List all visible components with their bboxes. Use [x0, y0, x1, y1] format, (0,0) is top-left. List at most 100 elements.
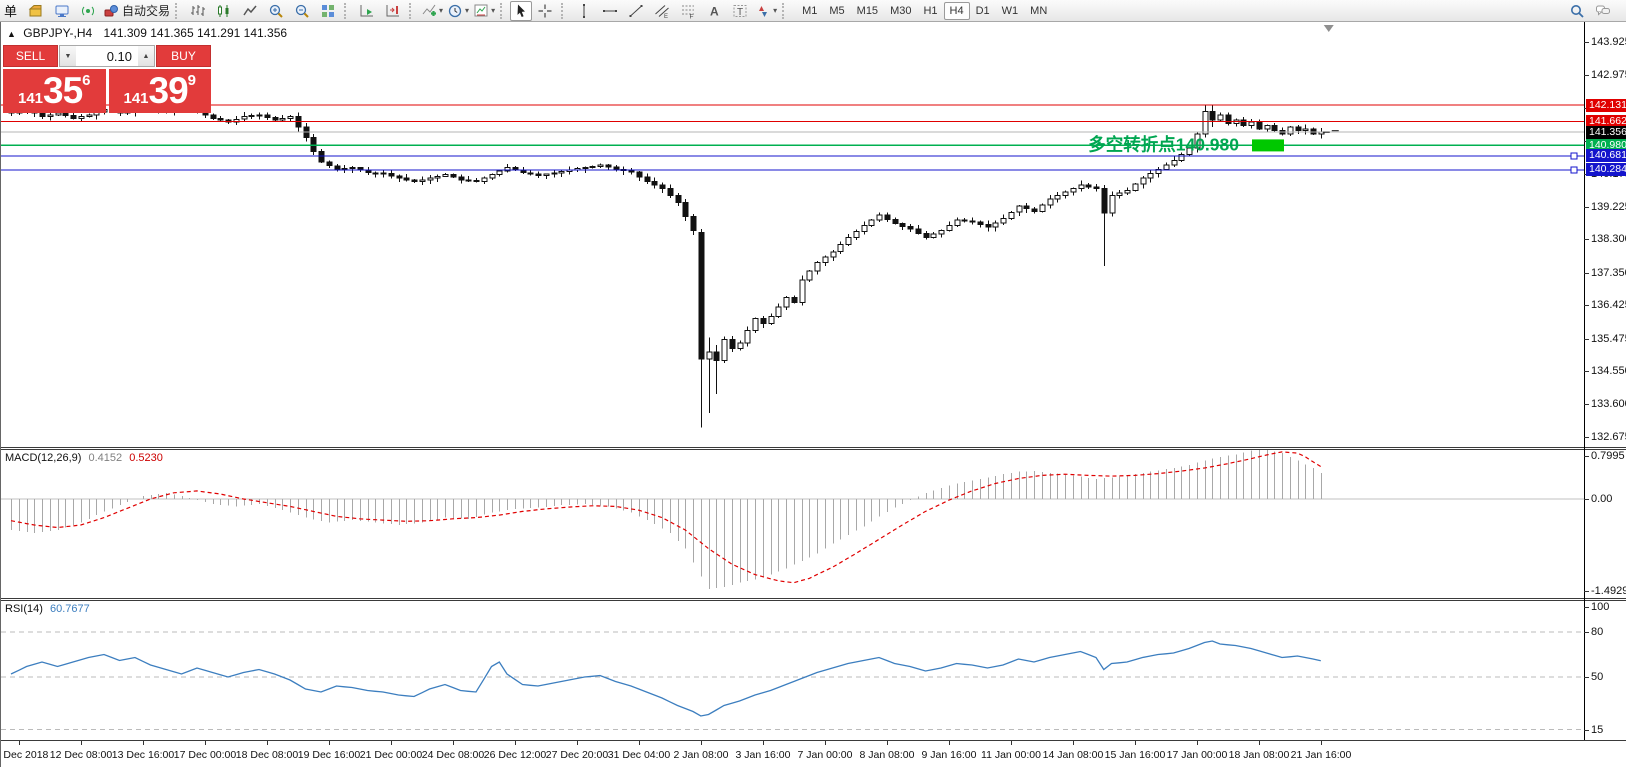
timeframe-m5-button[interactable]: M5 — [829, 4, 845, 17]
timeframe-w1-button[interactable]: W1 — [1001, 4, 1019, 17]
sell-price-small: 141 — [17, 90, 44, 107]
timeframe-h4-button[interactable]: H4 — [943, 1, 970, 20]
toolbar-left-group: 自动交易 ▾ ▾ ▾ E F A T ▾ — [23, 0, 792, 21]
volume-input[interactable]: 0.10 — [106, 49, 132, 64]
rsi-pane-canvas[interactable] — [1, 601, 1584, 740]
auto-scroll-button[interactable] — [354, 1, 380, 21]
time-axis-label: 8 Jan 08:00 — [859, 749, 915, 761]
chart-header: ▲ GBPJPY-,H4 141.309 141.365 141.291 141… — [7, 26, 287, 40]
annotation-text[interactable]: 多空转折点140.980 — [1088, 134, 1239, 154]
price-tick-mark — [1584, 42, 1589, 43]
price-tick-label: 142.975 — [1591, 69, 1626, 81]
text-label-button[interactable]: T — [727, 1, 753, 21]
macd-pane-canvas[interactable] — [1, 450, 1584, 597]
equidistant-channel-button[interactable]: E — [649, 1, 675, 21]
sell-button[interactable]: SELL — [3, 45, 58, 67]
rsi-tick-mark — [1584, 607, 1589, 608]
cursor-button[interactable] — [510, 0, 533, 21]
text-button[interactable]: A — [701, 1, 727, 21]
line-handle[interactable] — [1570, 152, 1578, 160]
chart-bars-button[interactable] — [185, 1, 211, 21]
sell-price-box[interactable]: 141 35 6 — [3, 69, 106, 113]
pane-separator[interactable] — [1, 598, 1626, 599]
fibo-icon: F — [682, 5, 695, 19]
periods-button[interactable]: ▾ — [445, 1, 471, 21]
indicators-button[interactable]: ▾ — [419, 1, 445, 21]
time-axis-label: 9 Jan 16:00 — [921, 749, 977, 761]
sell-price-big: 35 — [43, 70, 83, 111]
collapse-arrow-icon[interactable]: ▲ — [7, 29, 16, 39]
buy-price-box[interactable]: 141 39 9 — [108, 69, 211, 113]
time-axis-label: 15 Jan 16:00 — [1104, 749, 1166, 761]
timeframe-m1-button[interactable]: M1 — [802, 4, 818, 17]
chart-candles-button[interactable] — [211, 1, 237, 21]
rsi-line — [10, 640, 1321, 717]
templates-button[interactable]: ▾ — [471, 1, 497, 21]
chart-shift-button[interactable] — [380, 1, 406, 21]
time-tick-mark — [1073, 741, 1074, 745]
ohlc-values: 141.309 141.365 141.291 141.356 — [103, 26, 288, 40]
templates-dropdown-caret[interactable]: ▾ — [491, 6, 496, 15]
price-tick-label: 136.425 — [1591, 299, 1626, 311]
time-tick-mark — [763, 741, 764, 745]
price-tick-label: 143.925 — [1591, 36, 1626, 48]
buy-price-small: 141 — [123, 90, 149, 107]
buy-price-big: 39 — [148, 70, 189, 111]
horizontal-line-button[interactable] — [597, 1, 623, 21]
indicators-dropdown-caret[interactable]: ▾ — [439, 6, 444, 15]
time-axis-label: 3 Jan 16:00 — [735, 749, 791, 761]
volume-increase-button[interactable]: ▲ — [138, 46, 154, 66]
time-axis-label: 19 Dec 16:00 — [297, 749, 361, 761]
trendline-icon — [629, 4, 643, 17]
one-click-trade-panel: SELL ▼ 0.10 ▲ BUY 141 35 6 141 39 9 — [3, 45, 211, 113]
chart-line-button[interactable] — [237, 1, 263, 21]
bars-icon — [191, 4, 206, 16]
price-tick-mark — [1584, 273, 1589, 274]
new-order-button[interactable] — [23, 1, 49, 21]
zoom-out-button[interactable] — [289, 1, 315, 21]
hline-icon — [603, 9, 618, 12]
arrows-button[interactable]: ▾ — [753, 1, 779, 21]
annotation-marker[interactable] — [1252, 139, 1284, 152]
macd-signal-value: 0.5230 — [129, 452, 163, 464]
volume-decrease-button[interactable]: ▼ — [60, 46, 76, 66]
buy-button[interactable]: BUY — [156, 45, 211, 67]
timeframe-mn-button[interactable]: MN — [1030, 4, 1048, 17]
macd-tick-mark — [1584, 456, 1589, 457]
vertical-line-button[interactable] — [571, 1, 597, 21]
time-axis-label: 21 Dec 00:00 — [359, 749, 423, 761]
rsi-tick-mark — [1584, 632, 1589, 633]
zoom-in-button[interactable] — [263, 1, 289, 21]
search-button[interactable] — [1564, 1, 1590, 21]
chartshift-icon — [386, 4, 400, 16]
timeframe-m15-button[interactable]: M15 — [856, 4, 879, 17]
toolbar-separator — [782, 2, 789, 19]
market-watch-button[interactable] — [49, 1, 75, 21]
menu-partial-label[interactable]: 单 — [4, 4, 18, 19]
macd-signal-line — [10, 451, 1322, 584]
time-tick-mark — [515, 741, 516, 745]
auto-trading-button[interactable]: 自动交易 — [101, 1, 172, 21]
timeframe-h1-button[interactable]: H1 — [923, 4, 938, 17]
time-tick-mark — [453, 741, 454, 745]
rsi-tick-label: 100 — [1591, 601, 1610, 613]
chart-window[interactable]: 多空转折点140.980 ▲ GBPJPY-,H4 141.309 141.36… — [0, 22, 1626, 767]
chat-button[interactable] — [1590, 1, 1616, 21]
timeframe-d1-button[interactable]: D1 — [975, 4, 990, 17]
arrows-dropdown-caret[interactable]: ▾ — [773, 6, 778, 15]
toolbar-separator — [500, 2, 507, 19]
template-icon — [474, 4, 488, 16]
pane-separator[interactable] — [1, 447, 1626, 448]
crosshair-button[interactable] — [532, 1, 558, 21]
chart-shift-marker[interactable] — [1323, 25, 1334, 32]
tile-windows-button[interactable] — [315, 1, 341, 21]
timeframe-m30-button[interactable]: M30 — [890, 4, 912, 17]
fibonacci-button[interactable]: F — [675, 1, 701, 21]
price-tick-mark — [1584, 437, 1589, 438]
periods-dropdown-caret[interactable]: ▾ — [465, 6, 470, 15]
trendline-button[interactable] — [623, 1, 649, 21]
time-axis-label: 7 Jan 00:00 — [797, 749, 853, 761]
data-signal-button[interactable] — [75, 1, 101, 21]
line-handle[interactable] — [1570, 166, 1578, 174]
main-chart-canvas[interactable]: 多空转折点140.980 — [1, 22, 1626, 447]
